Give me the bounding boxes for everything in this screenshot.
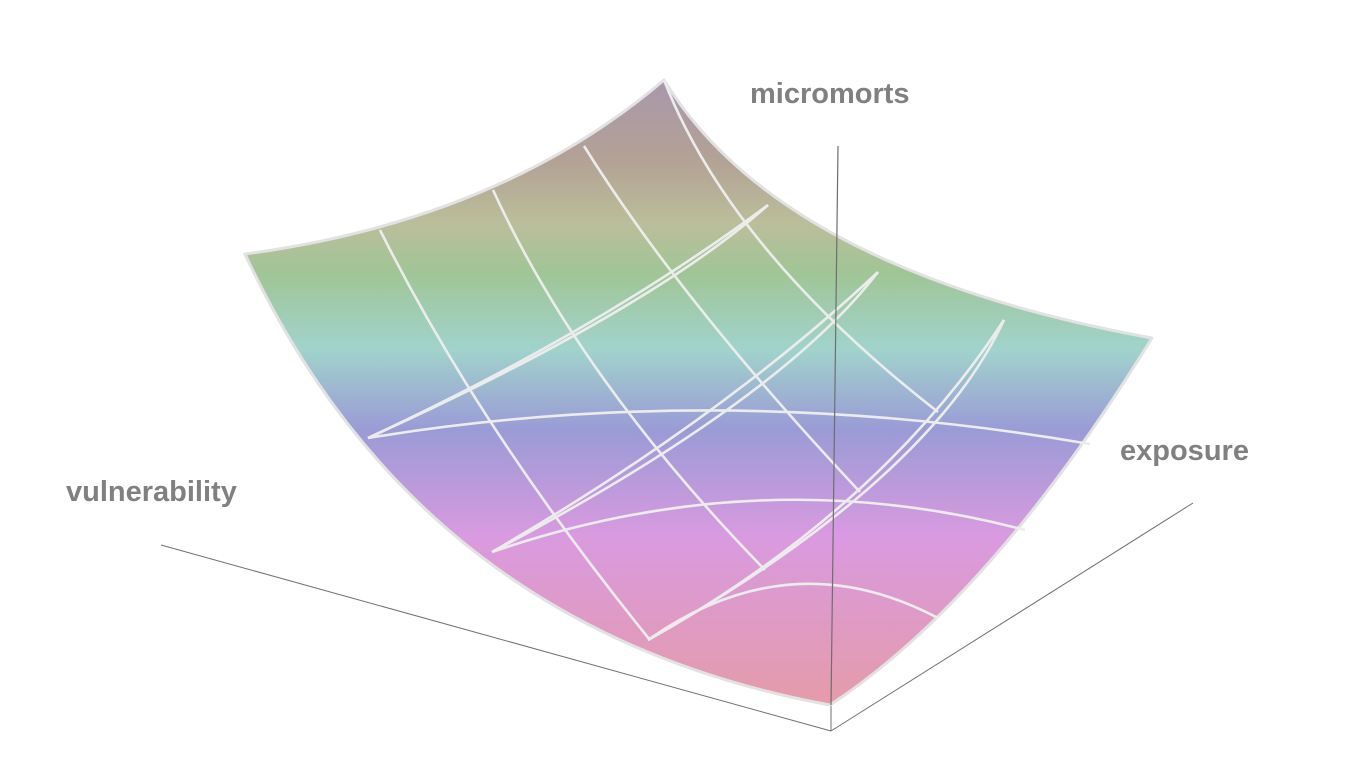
exposure-axis-line xyxy=(830,502,1194,732)
grid-line xyxy=(367,409,1091,446)
grid-line xyxy=(662,79,939,414)
micromorts-axis-line xyxy=(830,145,839,706)
grid-line xyxy=(491,189,766,571)
grid-line xyxy=(647,582,939,642)
surface-patch xyxy=(243,78,1154,707)
exposure-axis-label: exposure xyxy=(1120,435,1249,467)
micromorts-axis-label: micromorts xyxy=(750,78,910,110)
grid-line xyxy=(491,271,879,554)
grid-line xyxy=(491,271,880,554)
grid-line xyxy=(378,229,652,641)
vulnerability-axis-label: vulnerability xyxy=(66,476,237,508)
grid-line xyxy=(367,203,769,440)
grid-line xyxy=(647,319,1006,642)
surface-grid-family-a xyxy=(367,203,1006,642)
vulnerability-axis-line xyxy=(160,544,832,732)
surface-grid-family-b xyxy=(367,409,1091,642)
grid-line xyxy=(582,145,861,493)
grid-line xyxy=(491,498,1026,554)
